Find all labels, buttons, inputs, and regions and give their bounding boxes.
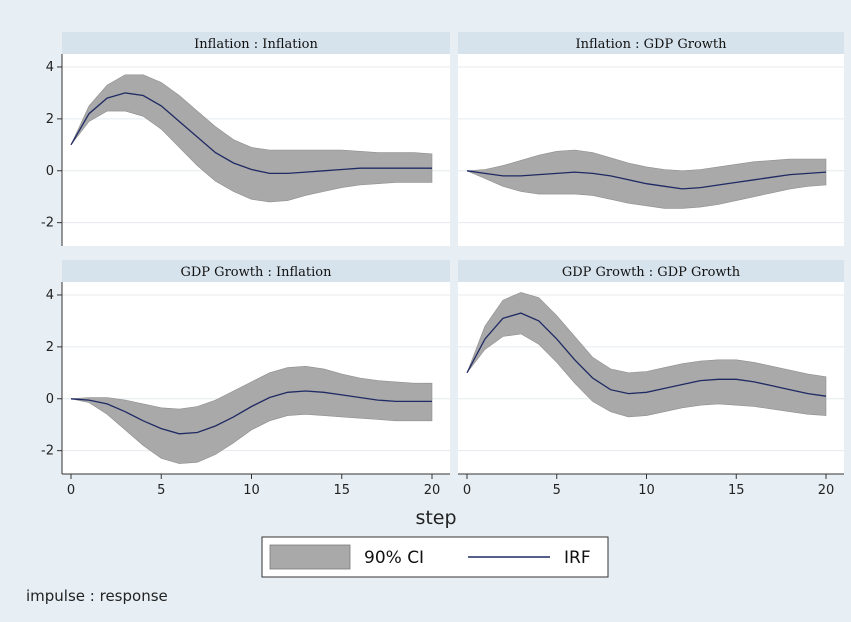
y-tick-label: 4 bbox=[46, 60, 54, 75]
x-tick-label: 5 bbox=[553, 483, 561, 498]
legend-ci-label: 90% CI bbox=[364, 548, 424, 568]
x-tick-label: 10 bbox=[243, 483, 260, 498]
y-tick-label: -2 bbox=[41, 444, 54, 459]
panel-title: Inflation : Inflation bbox=[194, 37, 318, 52]
panel-title-strip bbox=[62, 260, 450, 282]
irf-line bbox=[466, 312, 827, 397]
x-tick-label: 20 bbox=[818, 483, 835, 498]
x-tick-label: 15 bbox=[333, 483, 350, 498]
x-tick-label: 0 bbox=[463, 483, 471, 498]
panel-title-strip bbox=[62, 32, 450, 54]
plot-area bbox=[458, 32, 844, 246]
x-tick-label: 20 bbox=[424, 483, 441, 498]
ci-band bbox=[466, 149, 827, 209]
panel-1: Inflation : Inflation -2 0 2 4 bbox=[41, 32, 450, 246]
legend: 90% CI IRF bbox=[261, 536, 609, 578]
y-tick-label: -2 bbox=[41, 216, 54, 231]
panel-title: Inflation : GDP Growth bbox=[576, 37, 728, 52]
y-tick-label: 2 bbox=[46, 112, 54, 127]
panel-title-strip bbox=[458, 260, 844, 282]
plot-area bbox=[62, 260, 450, 474]
x-tick-label: 10 bbox=[638, 483, 655, 498]
plot-area bbox=[62, 32, 450, 246]
legend-irf-label: IRF bbox=[564, 548, 591, 568]
irf-line bbox=[466, 170, 827, 190]
y-tick-label: 0 bbox=[46, 392, 54, 407]
panel-title: GDP Growth : Inflation bbox=[181, 265, 333, 280]
panel-4: GDP Growth : GDP Growth 0 5 10 15 20 bbox=[458, 260, 844, 498]
x-axis-label: step bbox=[415, 507, 456, 529]
panel-3: GDP Growth : Inflation -2 0 2 4 0 5 10 15 20 bbox=[41, 260, 450, 498]
irf-line bbox=[70, 390, 432, 435]
irf-line bbox=[70, 92, 432, 175]
plot-area bbox=[458, 260, 844, 474]
y-tick-label: 2 bbox=[46, 340, 54, 355]
panel-2: Inflation : GDP Growth bbox=[458, 32, 844, 246]
x-tick-label: 0 bbox=[67, 483, 75, 498]
panel-title-strip bbox=[458, 32, 844, 54]
panel-title: GDP Growth : GDP Growth bbox=[562, 265, 741, 280]
x-tick-label: 15 bbox=[728, 483, 745, 498]
legend-ci-swatch bbox=[269, 544, 351, 570]
x-tick-label: 5 bbox=[157, 483, 165, 498]
impulse-response-note: impulse : response bbox=[26, 587, 168, 605]
y-tick-label: 4 bbox=[46, 288, 54, 303]
y-tick-label: 0 bbox=[46, 164, 54, 179]
panel-grid: Inflation : Inflation -2 0 2 4 Inflation : GD… bbox=[41, 32, 844, 498]
